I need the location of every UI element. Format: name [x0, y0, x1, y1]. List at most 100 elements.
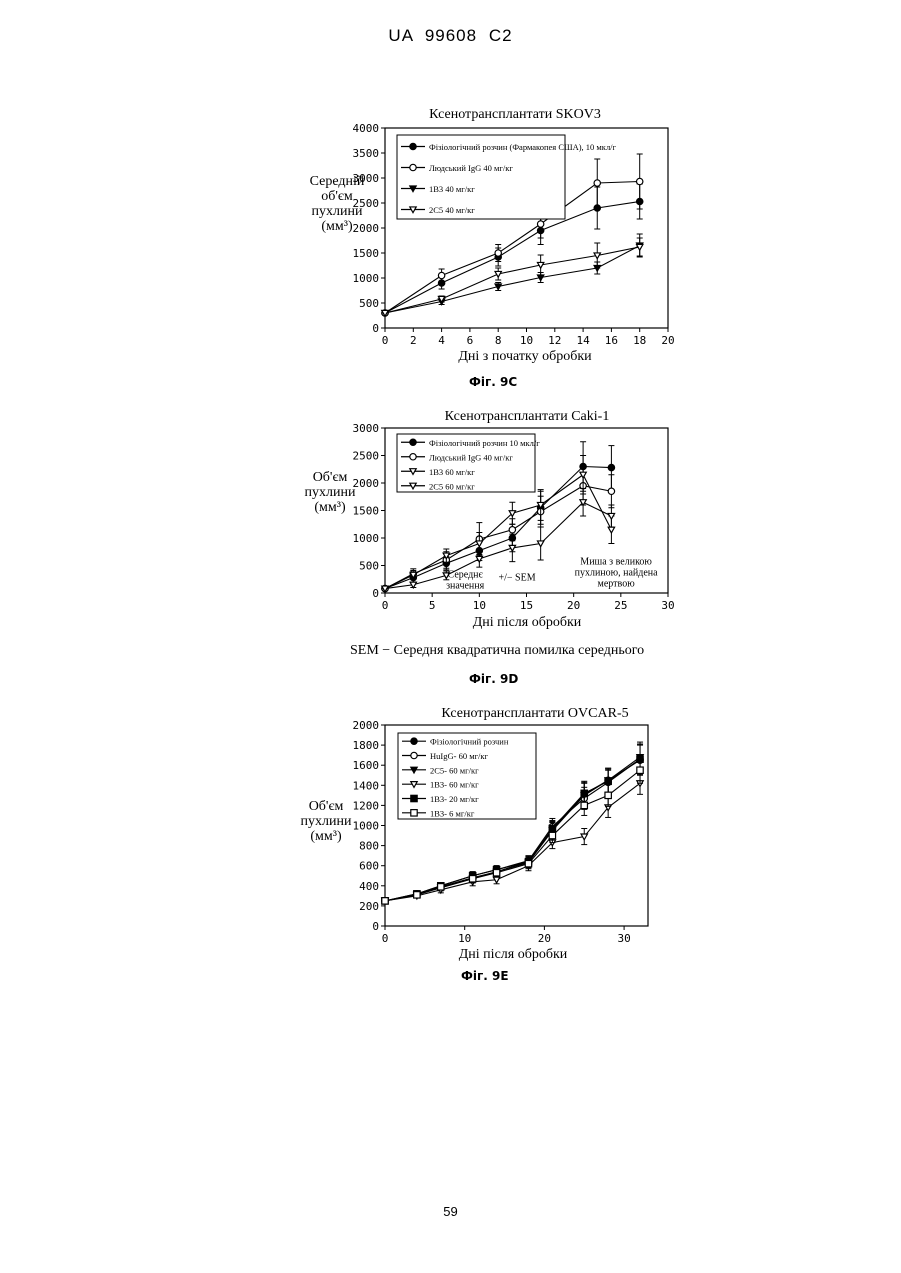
y-tick-label: 2000: [353, 719, 380, 732]
legend-label: 1B3- 60 мг/кг: [430, 780, 479, 790]
legend-label: Людський IgG 40 мг/кг: [429, 163, 513, 173]
y-tick-label: 400: [359, 880, 379, 893]
data-point: [469, 876, 475, 882]
y-tick-label: 1600: [353, 759, 380, 772]
data-point: [495, 271, 501, 277]
y-axis-label: Об'єм: [309, 799, 344, 814]
y-tick-label: 0: [372, 587, 379, 600]
legend-label: Фізіологічний розчин: [430, 737, 509, 747]
data-point: [476, 541, 482, 547]
chart-title: Ксенотрансплантати Caki-1: [445, 409, 610, 424]
x-tick-label: 30: [617, 932, 630, 945]
figure-label-9e: Фіг. 9E: [461, 969, 509, 983]
data-point: [637, 178, 643, 184]
legend-label: 2C5 60 мг/кг: [429, 481, 475, 491]
data-point: [509, 527, 515, 533]
data-point: [608, 488, 614, 494]
data-point: [509, 545, 515, 551]
data-point: [525, 860, 531, 866]
y-tick-label: 1000: [353, 820, 380, 833]
series-line: [385, 247, 640, 313]
page-number: 59: [0, 1204, 901, 1219]
annotation: +/− SEM: [499, 572, 536, 583]
y-axis-label: пухлини: [305, 485, 356, 500]
legend-marker: [411, 795, 417, 801]
sem-note: SEM − Середня квадратична помилка середн…: [350, 643, 644, 659]
series-line: [385, 246, 640, 314]
legend-label: 1B3 40 мг/кг: [429, 184, 475, 194]
data-point: [581, 834, 587, 840]
y-tick-label: 500: [359, 297, 379, 310]
y-tick-label: 0: [372, 920, 379, 933]
legend: Фізіологічний розчин HuIgG- 60 мг/кг 2C5- …: [398, 733, 536, 819]
x-tick-label: 18: [633, 334, 646, 347]
x-tick-label: 0: [382, 599, 389, 612]
legend-label: 1B3- 6 мг/кг: [430, 808, 475, 818]
x-tick-label: 0: [382, 932, 389, 945]
x-tick-label: 0: [382, 334, 389, 347]
data-point: [608, 464, 614, 470]
chart-title: Ксенотрансплантати SKOV3: [429, 107, 601, 122]
legend-label: Фізіологічний розчин (Фармакопея США), 1…: [429, 142, 617, 152]
y-tick-label: 2500: [353, 450, 380, 463]
data-point: [608, 513, 614, 519]
y-tick-label: 3500: [353, 147, 380, 160]
y-tick-label: 3000: [353, 422, 380, 435]
data-point: [495, 250, 501, 256]
legend-marker: [411, 752, 417, 758]
legend-marker: [410, 143, 416, 149]
figure-label-9c: Фіг. 9C: [469, 375, 517, 389]
y-tick-label: 500: [359, 560, 379, 573]
y-axis-label: (мм³): [310, 829, 342, 844]
annotation: мертвою: [598, 578, 636, 589]
legend-marker: [411, 738, 417, 744]
x-tick-label: 4: [438, 334, 445, 347]
legend-label: 2C5- 60 мг/кг: [430, 765, 479, 775]
y-axis-label: Середній: [310, 174, 365, 189]
y-tick-label: 800: [359, 840, 379, 853]
x-tick-label: 20: [567, 599, 580, 612]
data-point: [537, 275, 543, 281]
legend: Фізіологічний розчин 10 мкл/гЛюдський Ig…: [397, 434, 540, 492]
legend-marker: [410, 454, 416, 460]
series-3: [382, 238, 643, 316]
data-point: [476, 556, 482, 562]
data-point: [382, 898, 388, 904]
legend-label: 1B3- 20 мг/кг: [430, 794, 479, 804]
x-tick-label: 6: [467, 334, 474, 347]
x-axis-label: Дні після обробки: [459, 947, 568, 962]
x-tick-label: 20: [538, 932, 551, 945]
data-point: [537, 541, 543, 547]
y-tick-label: 1400: [353, 779, 380, 792]
legend-marker: [410, 164, 416, 170]
x-tick-label: 5: [429, 599, 436, 612]
data-point: [495, 284, 501, 290]
y-axis-label: об'єм: [321, 189, 353, 204]
y-tick-label: 1500: [353, 247, 380, 260]
legend-label: 2C5 40 мг/кг: [429, 205, 475, 215]
y-tick-label: 2000: [353, 477, 380, 490]
data-point: [414, 892, 420, 898]
chart-1: Ксенотрансплантати Caki-1050010001500200…: [305, 409, 675, 630]
data-point: [549, 832, 555, 838]
legend-label: HuIgG- 60 мг/кг: [430, 751, 489, 761]
annotation: Миша з великою: [580, 556, 652, 567]
figure-label-9d: Фіг. 9D: [469, 672, 518, 686]
x-tick-label: 10: [458, 932, 471, 945]
data-point: [594, 180, 600, 186]
x-axis-label: Дні після обробки: [473, 615, 582, 630]
x-tick-label: 20: [661, 334, 674, 347]
x-tick-label: 12: [548, 334, 561, 347]
data-point: [537, 262, 543, 268]
y-axis-label: пухлини: [312, 204, 363, 219]
data-point: [438, 272, 444, 278]
legend-label: Фізіологічний розчин 10 мкл/г: [429, 438, 540, 448]
data-point: [637, 767, 643, 773]
annotation: пухлиною, найдена: [575, 567, 659, 578]
data-point: [594, 253, 600, 259]
data-point: [581, 802, 587, 808]
data-point: [438, 884, 444, 890]
x-tick-label: 15: [520, 599, 533, 612]
y-tick-label: 1000: [353, 532, 380, 545]
